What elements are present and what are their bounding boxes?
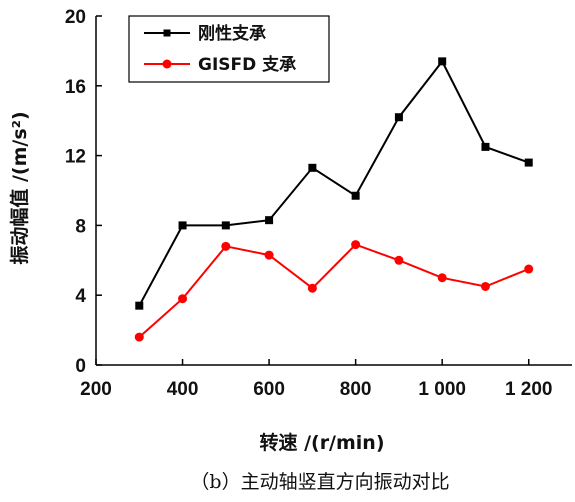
y-tick-label: 0: [75, 356, 86, 377]
data-point-gisfd: [134, 332, 144, 342]
data-point-gisfd: [437, 273, 447, 283]
data-point-gisfd: [480, 281, 490, 291]
x-tick-label: 1 200: [505, 379, 553, 400]
data-point-rigid: [308, 163, 317, 172]
legend: 刚性支承 GISFD 支承: [128, 15, 330, 83]
data-point-gisfd: [264, 250, 274, 260]
data-point-rigid: [438, 57, 447, 66]
y-axis-title: 振动幅值 /(m/s²): [8, 111, 31, 264]
x-tick-label: 1 000: [418, 379, 466, 400]
x-tick-label: 800: [340, 379, 372, 400]
data-point-gisfd: [524, 264, 534, 274]
data-point-rigid: [394, 113, 403, 122]
y-tick-label: 4: [75, 286, 86, 307]
data-point-gisfd: [351, 240, 361, 250]
x-axis-title: 转速 /(r/min): [259, 431, 384, 454]
data-point-gisfd: [394, 255, 404, 265]
data-point-rigid: [524, 158, 533, 167]
data-point-rigid: [481, 142, 490, 151]
legend-label-gisfd: GISFD 支承: [198, 54, 296, 75]
data-point-rigid: [351, 191, 360, 200]
data-point-rigid: [221, 221, 230, 230]
data-point-rigid: [178, 221, 187, 230]
y-tick-label: 8: [75, 216, 86, 237]
x-tick-label: 400: [167, 379, 199, 400]
data-point-gisfd: [221, 241, 231, 251]
series-layer: [134, 57, 534, 342]
x-tick-label: 200: [80, 379, 112, 400]
x-tick-label: 600: [253, 379, 285, 400]
data-point-rigid: [135, 301, 144, 310]
y-tick-label: 16: [65, 77, 86, 98]
legend-box: [128, 15, 330, 83]
data-point-gisfd: [178, 294, 188, 304]
data-point-rigid: [265, 216, 274, 225]
y-tick-label: 12: [65, 147, 86, 168]
legend-label-rigid: 刚性支承: [198, 23, 266, 44]
data-point-gisfd: [307, 283, 317, 293]
legend-marker-gisfd: [162, 59, 172, 69]
y-tick-label: 20: [65, 7, 86, 28]
series-line-rigid: [138, 59, 530, 307]
axes: 0 4 8 12 16 20 200 400 600 800 1 000 1 200: [65, 7, 572, 400]
legend-marker-rigid: [163, 29, 171, 37]
figure-caption: （b）主动轴竖直方向振动对比: [190, 471, 449, 493]
series-line-gisfd: [138, 243, 530, 338]
